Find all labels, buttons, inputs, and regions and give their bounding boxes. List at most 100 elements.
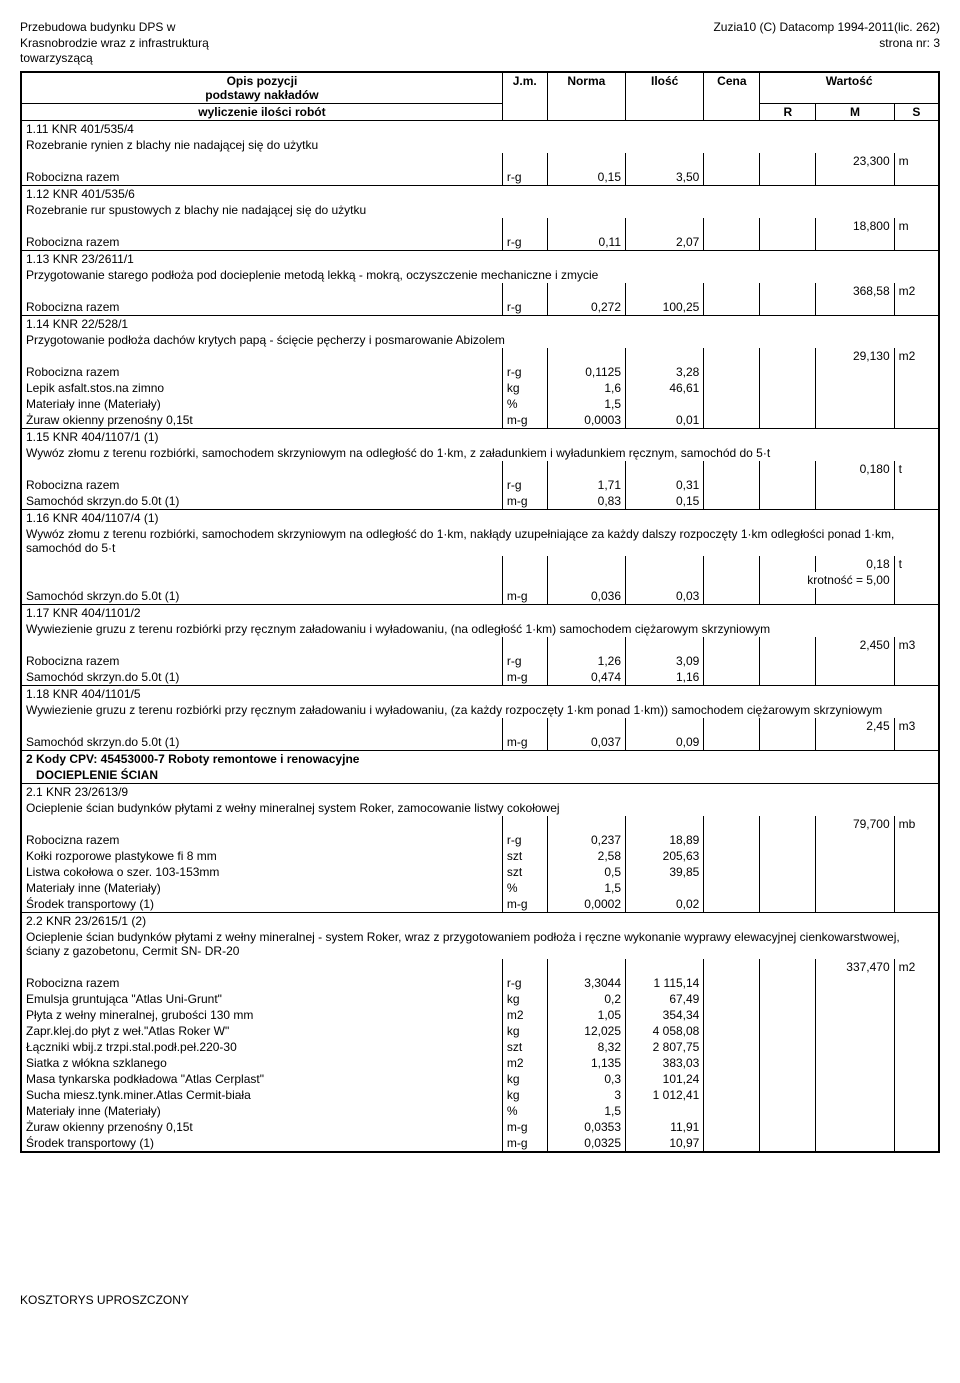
sub-norma: 1,05 xyxy=(547,1007,625,1023)
item-code: 1.11 KNR 401/535/4 xyxy=(21,120,939,137)
sub-ilosc: 1,16 xyxy=(626,669,704,686)
sub-norma: 1,5 xyxy=(547,396,625,412)
sub-name: Płyta z wełny mineralnej, grubości 130 m… xyxy=(21,1007,502,1023)
sub-norma: 0,83 xyxy=(547,493,625,510)
sub-jm: m-g xyxy=(502,896,547,913)
sub-jm: r-g xyxy=(502,364,547,380)
sub-jm: szt xyxy=(502,848,547,864)
sub-name: Kołki rozporowe plastykowe fi 8 mm xyxy=(21,848,502,864)
sub-ilosc: 2 807,75 xyxy=(626,1039,704,1055)
sub-norma: 3 xyxy=(547,1087,625,1103)
col-r: R xyxy=(760,103,816,120)
sub-name: Emulsja gruntująca "Atlas Uni-Grunt" xyxy=(21,991,502,1007)
header-right-line: strona nr: 3 xyxy=(713,36,940,52)
item-desc: Rozebranie rur spustowych z blachy nie n… xyxy=(21,202,939,218)
sub-name: Robocizna razem xyxy=(21,299,502,316)
item-unit: m xyxy=(894,218,939,234)
sub-ilosc: 0,01 xyxy=(626,412,704,429)
sub-jm: r-g xyxy=(502,299,547,316)
header-left: Przebudowa budynku DPS w Krasnobrodzie w… xyxy=(20,20,209,67)
sub-jm: r-g xyxy=(502,234,547,251)
sub-norma: 1,6 xyxy=(547,380,625,396)
sub-name: Zapr.klej.do płyt z weł."Atlas Roker W" xyxy=(21,1023,502,1039)
sub-jm: m-g xyxy=(502,588,547,605)
sub-ilosc: 383,03 xyxy=(626,1055,704,1071)
sub-ilosc xyxy=(626,396,704,412)
sub-jm: kg xyxy=(502,380,547,396)
sub-ilosc: 11,91 xyxy=(626,1119,704,1135)
sub-ilosc: 3,09 xyxy=(626,653,704,669)
sub-ilosc: 100,25 xyxy=(626,299,704,316)
sub-norma: 0,272 xyxy=(547,299,625,316)
section-subtitle: DOCIEPLENIE ŚCIAN xyxy=(21,767,939,784)
item-desc: Ocieplenie ścian budynków płytami z wełn… xyxy=(21,800,939,816)
sub-name: Łączniki wbij.z trzpi.stal.podł.peł.220-… xyxy=(21,1039,502,1055)
sub-norma: 1,5 xyxy=(547,1103,625,1119)
sub-ilosc: 354,34 xyxy=(626,1007,704,1023)
sub-name: Listwa cokołowa o szer. 103-153mm xyxy=(21,864,502,880)
header-right-line: Zuzia10 (C) Datacomp 1994-2011(lic. 262) xyxy=(713,20,940,36)
sub-name: Sucha miesz.tynk.miner.Atlas Cermit-biał… xyxy=(21,1087,502,1103)
sub-name: Samochód skrzyn.do 5.0t (1) xyxy=(21,669,502,686)
page-header: Przebudowa budynku DPS w Krasnobrodzie w… xyxy=(20,20,940,67)
item-code: 2.1 KNR 23/2613/9 xyxy=(21,783,939,800)
section-title: 2 Kody CPV: 45453000-7 Roboty remontowe … xyxy=(21,750,939,767)
sub-norma: 0,2 xyxy=(547,991,625,1007)
sub-ilosc: 205,63 xyxy=(626,848,704,864)
sub-ilosc: 4 058,08 xyxy=(626,1023,704,1039)
item-desc: Ocieplenie ścian budynków płytami z wełn… xyxy=(21,929,939,959)
item-code: 1.17 KNR 404/1101/2 xyxy=(21,604,939,621)
item-unit: t xyxy=(894,556,939,572)
sub-jm: r-g xyxy=(502,832,547,848)
item-total: 18,800 xyxy=(816,218,894,234)
header-right: Zuzia10 (C) Datacomp 1994-2011(lic. 262)… xyxy=(713,20,940,67)
sub-norma: 0,11 xyxy=(547,234,625,251)
sub-name: Lepik asfalt.stos.na zimno xyxy=(21,380,502,396)
sub-ilosc: 3,50 xyxy=(626,169,704,186)
sub-name: Robocizna razem xyxy=(21,477,502,493)
sub-norma: 0,3 xyxy=(547,1071,625,1087)
col-s: S xyxy=(894,103,939,120)
sub-jm: r-g xyxy=(502,169,547,186)
sub-name: Masa tynkarska podkładowa "Atlas Cerplas… xyxy=(21,1071,502,1087)
item-desc: Wywiezienie gruzu z terenu rozbiórki prz… xyxy=(21,621,939,637)
sub-norma: 1,26 xyxy=(547,653,625,669)
sub-norma: 0,0003 xyxy=(547,412,625,429)
sub-jm: m2 xyxy=(502,1055,547,1071)
item-desc: Wywóz złomu z terenu rozbiórki, samochod… xyxy=(21,445,939,461)
sub-jm: kg xyxy=(502,991,547,1007)
sub-ilosc: 0,02 xyxy=(626,896,704,913)
sub-ilosc: 3,28 xyxy=(626,364,704,380)
sub-ilosc: 2,07 xyxy=(626,234,704,251)
sub-ilosc: 0,03 xyxy=(626,588,704,605)
sub-name: Samochód skrzyn.do 5.0t (1) xyxy=(21,588,502,605)
header-left-line: Krasnobrodzie wraz z infrastrukturą xyxy=(20,36,209,52)
sub-jm: m-g xyxy=(502,493,547,510)
sub-jm: m-g xyxy=(502,1135,547,1152)
sub-norma: 0,0325 xyxy=(547,1135,625,1152)
estimate-table: Opis pozycji podstawy nakładów J.m. Norm… xyxy=(20,71,940,1153)
sub-jm: kg xyxy=(502,1023,547,1039)
sub-jm: szt xyxy=(502,1039,547,1055)
sub-jm: % xyxy=(502,396,547,412)
item-desc: Przygotowanie starego podłoża pod dociep… xyxy=(21,267,939,283)
sub-ilosc xyxy=(626,880,704,896)
sub-name: Robocizna razem xyxy=(21,975,502,991)
item-code: 1.13 KNR 23/2611/1 xyxy=(21,250,939,267)
sub-jm: szt xyxy=(502,864,547,880)
col-m: M xyxy=(816,103,894,120)
sub-name: Siatka z włókna szklanego xyxy=(21,1055,502,1071)
sub-name: Samochód skrzyn.do 5.0t (1) xyxy=(21,493,502,510)
item-note: krotność = 5,00 xyxy=(760,572,894,588)
sub-jm: m-g xyxy=(502,669,547,686)
sub-norma: 8,32 xyxy=(547,1039,625,1055)
sub-ilosc: 1 012,41 xyxy=(626,1087,704,1103)
sub-name: Robocizna razem xyxy=(21,364,502,380)
col-desc: Opis pozycji podstawy nakładów xyxy=(21,72,502,104)
sub-jm: % xyxy=(502,1103,547,1119)
item-total: 0,18 xyxy=(816,556,894,572)
sub-ilosc: 67,49 xyxy=(626,991,704,1007)
sub-norma: 3,3044 xyxy=(547,975,625,991)
sub-ilosc: 10,97 xyxy=(626,1135,704,1152)
item-total: 2,45 xyxy=(816,718,894,734)
